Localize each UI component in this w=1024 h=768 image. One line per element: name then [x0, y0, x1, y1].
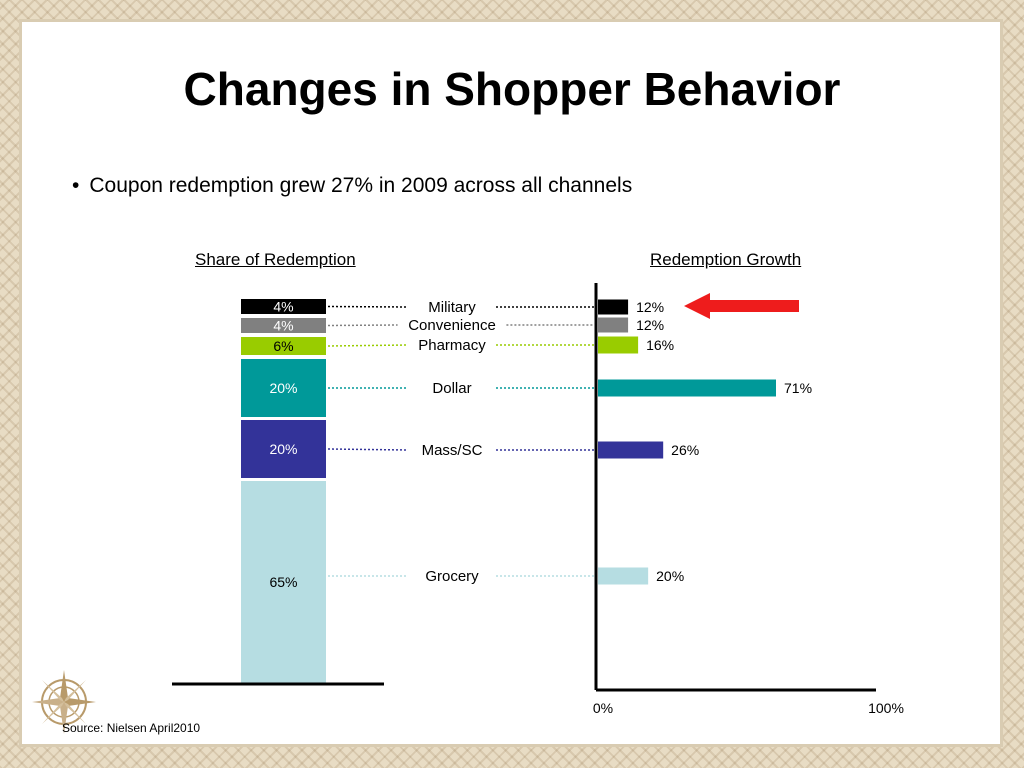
category-label-mass-sc: Mass/SC — [422, 442, 483, 459]
share-segment-military — [241, 299, 326, 314]
share-segment-grocery — [241, 481, 326, 683]
growth-bar-mass-sc — [598, 441, 664, 459]
connector-left-convenience — [327, 324, 398, 327]
growth-bar-grocery — [598, 567, 649, 585]
share-value-label: 4% — [273, 299, 293, 315]
highlight-arrow-icon — [684, 293, 799, 319]
growth-bar-pharmacy — [598, 336, 639, 354]
category-label-dollar: Dollar — [432, 380, 471, 397]
growth-value-label: 71% — [784, 380, 812, 396]
source-note: Source: Nielsen April2010 — [62, 721, 201, 735]
category-label-convenience: Convenience — [408, 317, 496, 334]
growth-tick-label: 0% — [593, 700, 613, 716]
growth-value-label: 20% — [656, 568, 684, 584]
growth-chart-title: Redemption Growth — [650, 250, 802, 269]
share-value-label: 20% — [269, 441, 297, 457]
growth-value-label: 26% — [671, 442, 699, 458]
growth-tick-label: 100% — [868, 700, 904, 716]
share-value-label: 65% — [269, 574, 297, 590]
connector-left-military — [327, 305, 409, 308]
compass-rose-icon — [32, 670, 96, 734]
category-label-pharmacy: Pharmacy — [418, 337, 486, 354]
growth-value-label: 12% — [636, 317, 664, 333]
share-segment-pharmacy — [241, 337, 326, 355]
connector-left-pharmacy — [327, 344, 409, 347]
slide-title: Changes in Shopper Behavior — [183, 63, 841, 115]
category-label-military: Military — [428, 299, 476, 316]
growth-bar-military — [598, 299, 629, 315]
growth-value-label: 12% — [636, 299, 664, 315]
share-value-label: 20% — [269, 380, 297, 396]
share-value-label: 4% — [273, 318, 293, 334]
connector-left-mass-sc — [327, 448, 409, 451]
share-segment-convenience — [241, 318, 326, 333]
growth-bar-convenience — [598, 317, 629, 333]
bullet-dot-icon: • — [72, 174, 80, 197]
growth-value-label: 16% — [646, 337, 674, 353]
growth-bar-dollar — [598, 379, 776, 397]
share-segment-mass-sc — [241, 420, 326, 478]
category-label-grocery: Grocery — [425, 568, 479, 585]
bullet-point: • Coupon redemption grew 27% in 2009 acro… — [72, 174, 632, 198]
slide-background — [22, 22, 1000, 744]
share-segment-dollar — [241, 359, 326, 417]
share-value-label: 6% — [273, 338, 293, 354]
bullet-text: Coupon redemption grew 27% in 2009 acros… — [89, 174, 633, 197]
share-chart-title: Share of Redemption — [195, 250, 356, 269]
